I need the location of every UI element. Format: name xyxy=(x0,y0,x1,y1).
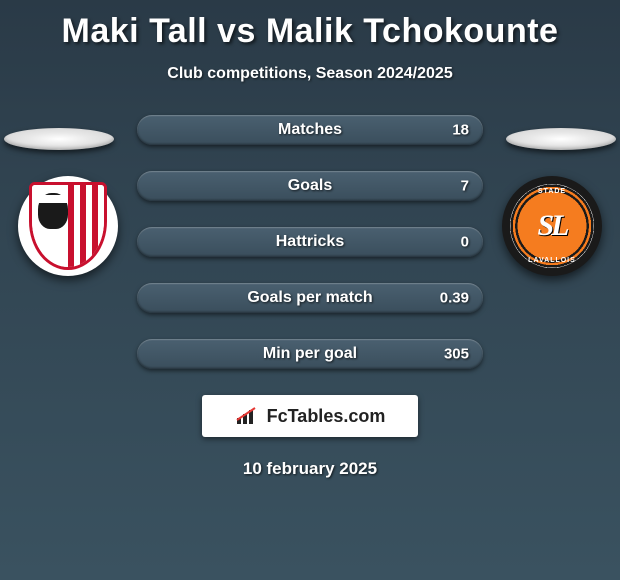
stat-label: Goals per match xyxy=(247,289,372,307)
watermark-badge[interactable]: FcTables.com xyxy=(202,395,418,437)
stat-row: Goals 7 xyxy=(0,171,620,201)
stats-area: Matches 18 Goals 7 Hattricks 0 Goals per match… xyxy=(0,115,620,369)
stat-pill: Matches 18 xyxy=(137,115,483,145)
bar-chart-icon xyxy=(235,406,261,426)
stat-label: Goals xyxy=(288,177,332,195)
stat-row: Min per goal 305 xyxy=(0,339,620,369)
stat-pill: Hattricks 0 xyxy=(137,227,483,257)
subtitle: Club competitions, Season 2024/2025 xyxy=(0,65,620,83)
date-text: 10 february 2025 xyxy=(0,459,620,479)
stat-pill: Goals 7 xyxy=(137,171,483,201)
stat-value-right: 0 xyxy=(461,234,469,251)
stat-value-right: 7 xyxy=(461,178,469,195)
stat-value-right: 305 xyxy=(444,346,469,363)
stat-value-right: 18 xyxy=(452,122,469,139)
stat-value-right: 0.39 xyxy=(440,290,469,307)
stat-label: Hattricks xyxy=(276,233,344,251)
stat-row: Matches 18 xyxy=(0,115,620,145)
stat-label: Matches xyxy=(278,121,342,139)
page-title: Maki Tall vs Malik Tchokounte xyxy=(0,0,620,51)
stat-pill: Goals per match 0.39 xyxy=(137,283,483,313)
stat-row: Hattricks 0 xyxy=(0,227,620,257)
stat-row: Goals per match 0.39 xyxy=(0,283,620,313)
watermark-text: FcTables.com xyxy=(267,406,386,427)
stat-pill: Min per goal 305 xyxy=(137,339,483,369)
stat-label: Min per goal xyxy=(263,345,357,363)
